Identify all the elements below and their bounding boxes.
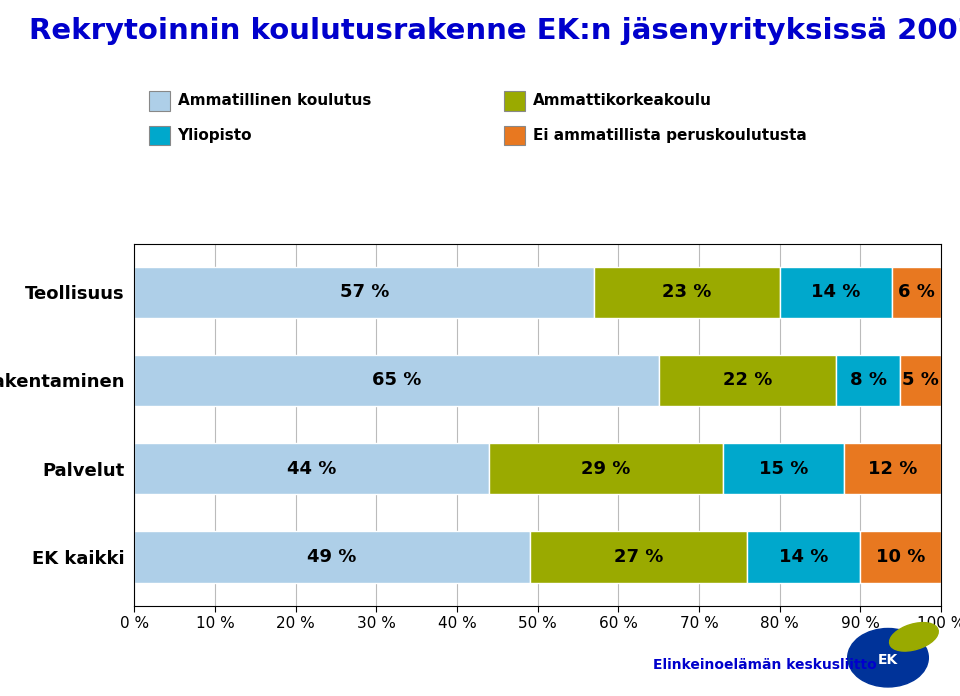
Text: 44 %: 44 % — [287, 459, 337, 477]
Bar — [836, 355, 900, 406]
Text: 6 %: 6 % — [899, 283, 935, 301]
Ellipse shape — [890, 623, 938, 651]
Bar — [134, 443, 490, 494]
Text: Rekrytoinnin koulutusrakenne EK:n jäsenyrityksissä 2007, %: Rekrytoinnin koulutusrakenne EK:n jäseny… — [29, 17, 960, 45]
Bar — [134, 531, 530, 583]
Text: Ei ammatillista peruskoulutusta: Ei ammatillista peruskoulutusta — [533, 128, 806, 143]
Bar — [134, 355, 659, 406]
Text: 8 %: 8 % — [850, 372, 887, 390]
Bar — [723, 443, 844, 494]
Text: Elinkeinoelämän keskusliitto: Elinkeinoelämän keskusliitto — [653, 658, 876, 672]
Bar — [594, 267, 780, 318]
Bar — [659, 355, 836, 406]
Circle shape — [848, 628, 928, 687]
Text: 12 %: 12 % — [868, 459, 917, 477]
Text: Ammatillinen koulutus: Ammatillinen koulutus — [178, 93, 371, 109]
Text: 65 %: 65 % — [372, 372, 421, 390]
Bar — [490, 443, 723, 494]
Bar — [860, 531, 941, 583]
Bar — [530, 531, 747, 583]
Text: 14 %: 14 % — [779, 548, 828, 566]
Bar — [747, 531, 860, 583]
Bar — [134, 267, 594, 318]
Text: 22 %: 22 % — [723, 372, 772, 390]
Text: 57 %: 57 % — [340, 283, 389, 301]
Bar — [893, 267, 941, 318]
Text: 23 %: 23 % — [662, 283, 711, 301]
Bar — [780, 267, 893, 318]
Text: EK: EK — [877, 653, 899, 667]
Text: 14 %: 14 % — [811, 283, 861, 301]
Text: 5 %: 5 % — [902, 372, 939, 390]
Text: 10 %: 10 % — [876, 548, 925, 566]
Bar — [844, 443, 941, 494]
Text: Yliopisto: Yliopisto — [178, 128, 252, 143]
Text: 29 %: 29 % — [582, 459, 631, 477]
Text: 15 %: 15 % — [758, 459, 808, 477]
Bar — [900, 355, 941, 406]
Text: 27 %: 27 % — [613, 548, 663, 566]
Text: 49 %: 49 % — [307, 548, 357, 566]
Text: Ammattikorkeakoulu: Ammattikorkeakoulu — [533, 93, 711, 109]
